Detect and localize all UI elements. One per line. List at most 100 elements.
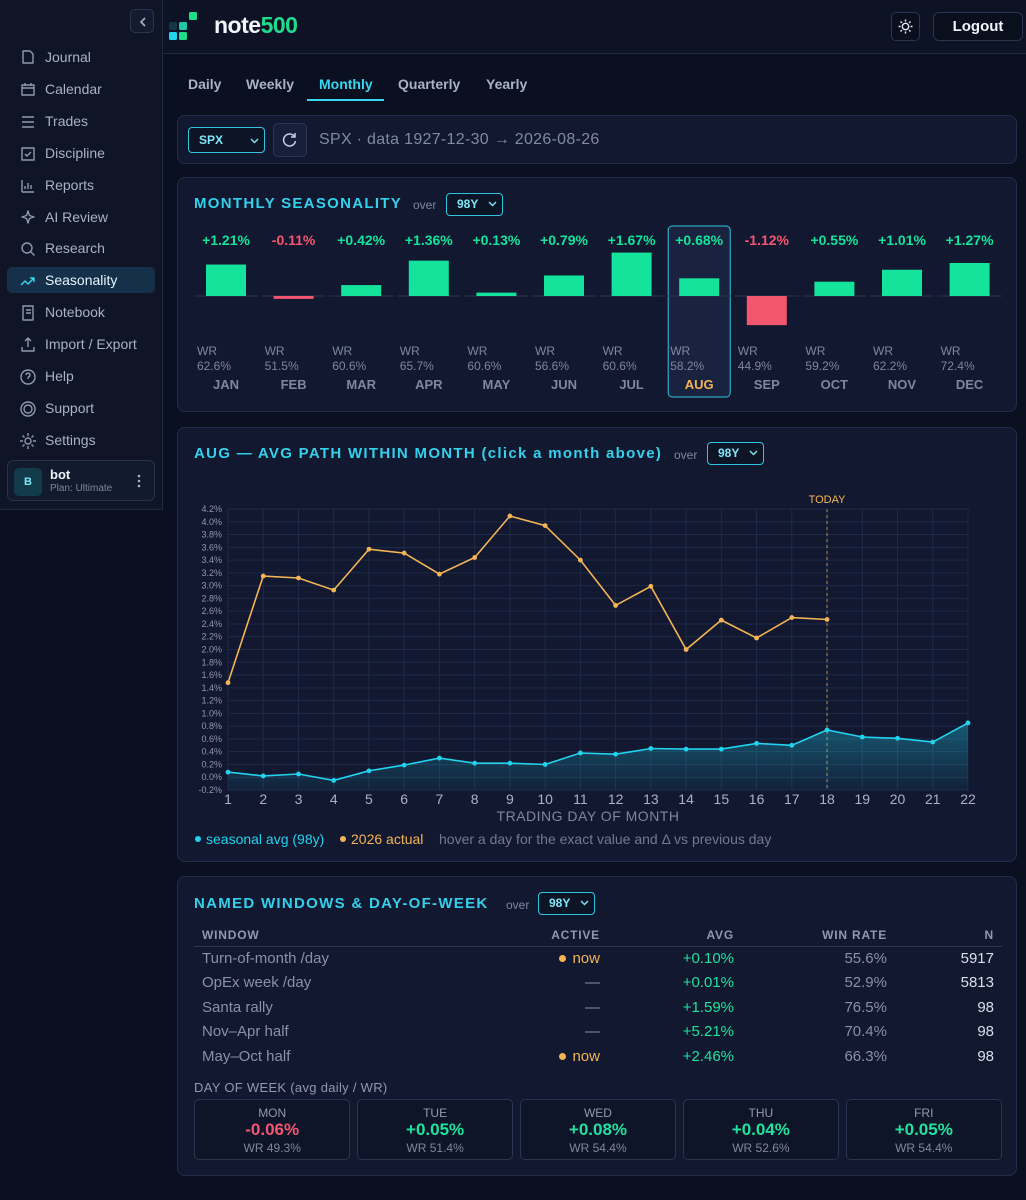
nav-item[interactable]: AI Review xyxy=(7,204,155,230)
point[interactable] xyxy=(437,571,442,577)
dow-name: FRI xyxy=(914,1106,934,1120)
bar xyxy=(746,296,787,326)
y-tick-label: 2.2% xyxy=(201,632,222,642)
collapse-button[interactable] xyxy=(130,9,154,33)
tab[interactable]: Yearly xyxy=(486,76,528,92)
point[interactable] xyxy=(507,513,513,519)
point[interactable] xyxy=(366,768,372,774)
brand[interactable]: note500 xyxy=(214,12,298,39)
tab[interactable]: Weekly xyxy=(246,76,294,92)
month-name: JAN xyxy=(213,377,239,392)
point[interactable] xyxy=(401,550,407,556)
point[interactable] xyxy=(401,762,407,768)
symbol-select[interactable]: SPX xyxy=(188,127,265,153)
month-name: MAR xyxy=(346,377,376,392)
nav-icon xyxy=(21,82,35,96)
x-tick-label: 15 xyxy=(714,791,730,807)
point[interactable] xyxy=(507,760,513,766)
window-select[interactable]: 98Y xyxy=(538,892,595,915)
point[interactable] xyxy=(895,735,900,741)
point[interactable] xyxy=(965,720,971,726)
nav-item[interactable]: Support xyxy=(7,395,155,421)
point[interactable] xyxy=(718,746,724,752)
point[interactable] xyxy=(613,603,619,608)
point[interactable] xyxy=(754,740,759,746)
nav-item[interactable]: Journal xyxy=(7,44,155,70)
point[interactable] xyxy=(225,680,231,686)
point[interactable] xyxy=(613,751,619,757)
point[interactable] xyxy=(331,587,337,593)
point[interactable] xyxy=(930,739,936,745)
point[interactable] xyxy=(331,778,337,783)
nav-item[interactable]: Settings xyxy=(7,427,155,453)
point[interactable] xyxy=(789,742,795,748)
theme-toggle[interactable] xyxy=(891,12,920,41)
nav-item[interactable]: Reports xyxy=(7,172,155,198)
nav-item[interactable]: Calendar xyxy=(7,76,155,102)
point[interactable] xyxy=(437,755,442,761)
nav-item[interactable]: Help xyxy=(7,363,155,389)
logout-button[interactable]: Logout xyxy=(933,12,1023,41)
window-select[interactable]: 98Y xyxy=(446,193,503,216)
path-chart: -0.2% 0.0% 0.2% 0.4% 0.6% 0.8% 1.0% 1.2% 1.4% 1.6… xyxy=(195,494,976,847)
icon-shape xyxy=(20,432,36,449)
point[interactable] xyxy=(260,573,266,579)
point[interactable] xyxy=(683,647,689,652)
month-name: APR xyxy=(415,377,443,392)
table-cell: 98 xyxy=(977,998,994,1016)
point[interactable] xyxy=(648,746,654,751)
point[interactable] xyxy=(260,773,266,779)
point[interactable] xyxy=(789,615,795,620)
win-rate: 60.6% xyxy=(332,359,366,373)
point[interactable] xyxy=(718,617,724,623)
refresh-button[interactable] xyxy=(273,123,307,157)
point[interactable] xyxy=(577,750,583,756)
point[interactable] xyxy=(366,546,372,552)
user-card[interactable]: B bot Plan: Ultimate xyxy=(7,460,155,501)
nav-item[interactable]: Seasonality xyxy=(7,267,155,294)
point[interactable] xyxy=(577,557,583,563)
point[interactable] xyxy=(754,635,759,641)
point[interactable] xyxy=(296,575,301,581)
point[interactable] xyxy=(824,617,830,622)
point[interactable] xyxy=(225,769,231,775)
nav-item[interactable]: Discipline xyxy=(7,140,155,166)
avg-label: +1.67% xyxy=(608,232,656,248)
tab[interactable]: Quarterly xyxy=(398,76,461,92)
nav-item[interactable]: Trades xyxy=(7,108,155,134)
win-rate: 72.4% xyxy=(941,359,975,373)
tab[interactable]: Monthly xyxy=(319,76,373,92)
nav-icon xyxy=(20,401,36,417)
tab[interactable]: Daily xyxy=(188,76,222,92)
month-name: OCT xyxy=(821,377,849,392)
point[interactable] xyxy=(472,555,478,560)
point[interactable] xyxy=(859,734,865,740)
nav-item[interactable]: Research xyxy=(7,235,155,261)
point[interactable] xyxy=(683,746,689,752)
point[interactable] xyxy=(542,523,548,529)
menu-icon[interactable] xyxy=(136,473,142,489)
column-header: ACTIVE xyxy=(531,924,608,947)
point[interactable] xyxy=(296,771,301,777)
point[interactable] xyxy=(824,727,830,733)
nav-label: Import / Export xyxy=(45,336,137,353)
point[interactable] xyxy=(472,760,478,766)
window-select[interactable]: 98Y xyxy=(707,442,764,465)
nav-item[interactable]: Import / Export xyxy=(7,331,155,357)
point[interactable] xyxy=(648,583,654,589)
x-tick-label: 7 xyxy=(436,791,444,807)
nav-item[interactable]: Notebook xyxy=(7,299,155,325)
point[interactable] xyxy=(542,762,548,767)
